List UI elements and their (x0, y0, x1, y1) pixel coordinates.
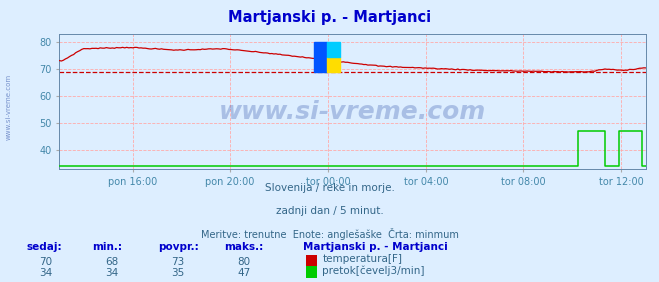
Text: maks.:: maks.: (224, 242, 264, 252)
Text: 68: 68 (105, 257, 119, 266)
Text: zadnji dan / 5 minut.: zadnji dan / 5 minut. (275, 206, 384, 216)
Text: pretok[čevelj3/min]: pretok[čevelj3/min] (322, 265, 425, 276)
Text: Slovenija / reke in morje.: Slovenija / reke in morje. (264, 183, 395, 193)
Text: Martjanski p. - Martjanci: Martjanski p. - Martjanci (228, 10, 431, 25)
Bar (328, 42, 340, 57)
Text: povpr.:: povpr.: (158, 242, 199, 252)
Text: min.:: min.: (92, 242, 123, 252)
Text: 80: 80 (237, 257, 250, 266)
Text: temperatura[F]: temperatura[F] (322, 254, 402, 264)
Text: 73: 73 (171, 257, 185, 266)
Text: 34: 34 (40, 268, 53, 278)
Text: Martjanski p. - Martjanci: Martjanski p. - Martjanci (303, 242, 448, 252)
Text: Meritve: trenutne  Enote: anglešaške  Črta: minmum: Meritve: trenutne Enote: anglešaške Črta… (200, 228, 459, 241)
Bar (314, 42, 328, 72)
Bar (328, 57, 340, 72)
Text: sedaj:: sedaj: (26, 242, 62, 252)
Text: 35: 35 (171, 268, 185, 278)
Text: 47: 47 (237, 268, 250, 278)
Text: 34: 34 (105, 268, 119, 278)
Text: www.si-vreme.com: www.si-vreme.com (5, 74, 11, 140)
Text: 70: 70 (40, 257, 53, 266)
Text: www.si-vreme.com: www.si-vreme.com (219, 100, 486, 124)
